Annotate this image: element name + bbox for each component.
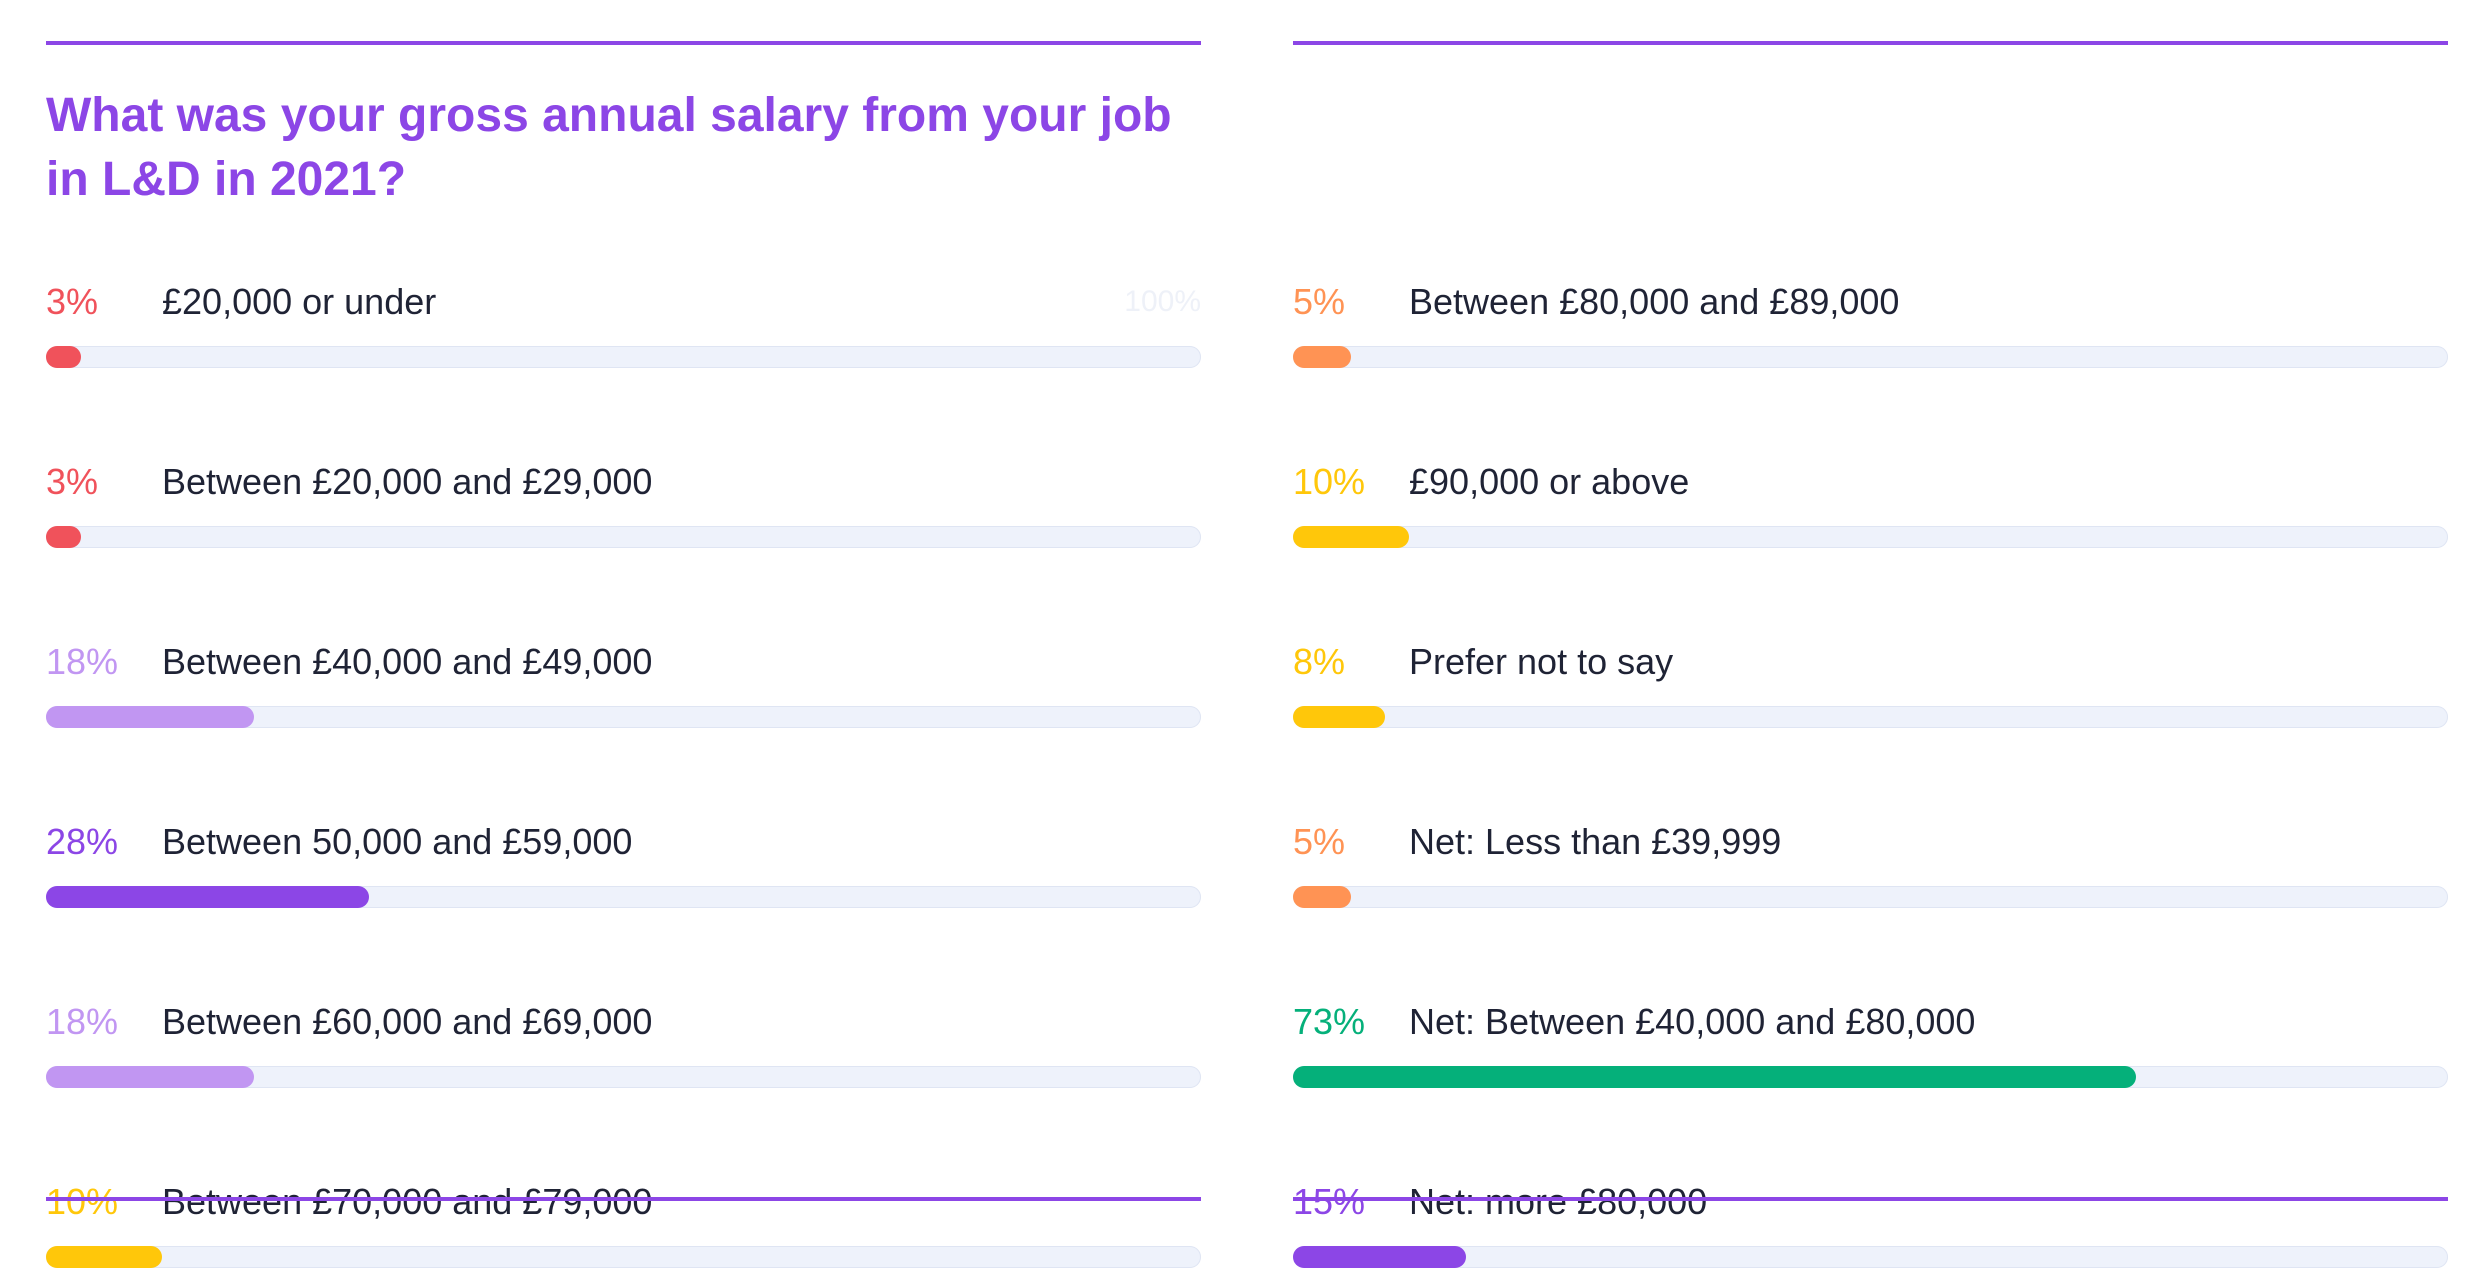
bar-row: 5% Between £80,000 and £89,000: [1293, 280, 2448, 380]
bar-value-label: 10%: [1293, 461, 1366, 502]
bar-row: 5% Net: Less than £39,999: [1293, 820, 2448, 920]
bar-row: 15% Net: more £80,000: [1293, 1180, 2448, 1280]
bar-category-label: Between £70,000 and £79,000: [162, 1181, 653, 1222]
bar-row: 18% Between £40,000 and £49,000: [46, 640, 1201, 740]
bar-fill: [46, 886, 370, 908]
bar-value-label: 5%: [1293, 821, 1346, 862]
bar-value-label: 5%: [1293, 281, 1346, 322]
bar-category-label: Net: Less than £39,999: [1409, 821, 1782, 862]
bar-fill: [46, 1066, 254, 1088]
bar-fill: [46, 1246, 162, 1268]
bar-fill: [1293, 346, 1351, 368]
bottom-rule: [1293, 1197, 2448, 1201]
bar-fill: [46, 526, 81, 548]
bar-value-label: 28%: [46, 821, 119, 862]
bar-track: [1293, 886, 2448, 908]
bar-category-label: £90,000 or above: [1409, 461, 1690, 502]
bottom-rule: [46, 1197, 1201, 1201]
bar-category-label: Prefer not to say: [1409, 641, 1674, 682]
bar-value-label: 15%: [1293, 1181, 1366, 1222]
chart-column-right: 5% Between £80,000 and £89,000 10% £90,000 …: [1293, 0, 2448, 1268]
bar-fill: [1293, 1246, 1467, 1268]
bar-track: [46, 346, 1201, 368]
bar-fill: [1293, 706, 1386, 728]
bar-row: 8% Prefer not to say: [1293, 640, 2448, 740]
bar-value-label: 3%: [46, 461, 99, 502]
scale-max-label: 100%: [1124, 285, 1201, 318]
bar-fill: [1293, 1066, 2137, 1088]
top-rule: [46, 41, 1201, 45]
bar-category-label: £20,000 or under: [162, 281, 437, 322]
bar-track: [46, 526, 1201, 548]
bar-row: 28% Between 50,000 and £59,000: [46, 820, 1201, 920]
bar-track: [46, 1246, 1201, 1268]
bar-value-label: 73%: [1293, 1001, 1366, 1042]
bar-fill: [46, 346, 81, 368]
bar-category-label: Between £60,000 and £69,000: [162, 1001, 653, 1042]
bar-category-label: Net: more £80,000: [1409, 1181, 1708, 1222]
bar-fill: [1293, 526, 1409, 548]
bar-track: [1293, 346, 2448, 368]
bar-category-label: Between £20,000 and £29,000: [162, 461, 653, 502]
bar-value-label: 3%: [46, 281, 99, 322]
bar-fill: [1293, 886, 1351, 908]
bar-value-label: 18%: [46, 1001, 119, 1042]
bar-fill: [46, 706, 254, 728]
bar-track: [1293, 526, 2448, 548]
bar-track: [46, 886, 1201, 908]
bar-row: 3% £20,000 or under: [46, 280, 1201, 380]
chart-title: What was your gross annual salary from y…: [46, 89, 1172, 206]
bar-row: 10% Between £70,000 and £79,000: [46, 1180, 1201, 1280]
bar-track: [1293, 1066, 2448, 1088]
bar-category-label: Between £40,000 and £49,000: [162, 641, 653, 682]
bar-value-label: 18%: [46, 641, 119, 682]
bar-track: [1293, 1246, 2448, 1268]
bar-category-label: Between 50,000 and £59,000: [162, 821, 633, 862]
bar-row: 10% £90,000 or above: [1293, 460, 2448, 560]
bar-category-label: Net: Between £40,000 and £80,000: [1409, 1001, 1976, 1042]
bar-track: [1293, 706, 2448, 728]
bar-value-label: 8%: [1293, 641, 1346, 682]
chart-column-left: What was your gross annual salary from y…: [46, 0, 1201, 1268]
bar-row: 3% Between £20,000 and £29,000: [46, 460, 1201, 560]
bar-track: [46, 1066, 1201, 1088]
bar-row: 18% Between £60,000 and £69,000: [46, 1000, 1201, 1100]
bar-track: [46, 706, 1201, 728]
bar-row: 73% Net: Between £40,000 and £80,000: [1293, 1000, 2448, 1100]
bar-category-label: Between £80,000 and £89,000: [1409, 281, 1900, 322]
top-rule: [1293, 41, 2448, 45]
bar-value-label: 10%: [46, 1181, 119, 1222]
